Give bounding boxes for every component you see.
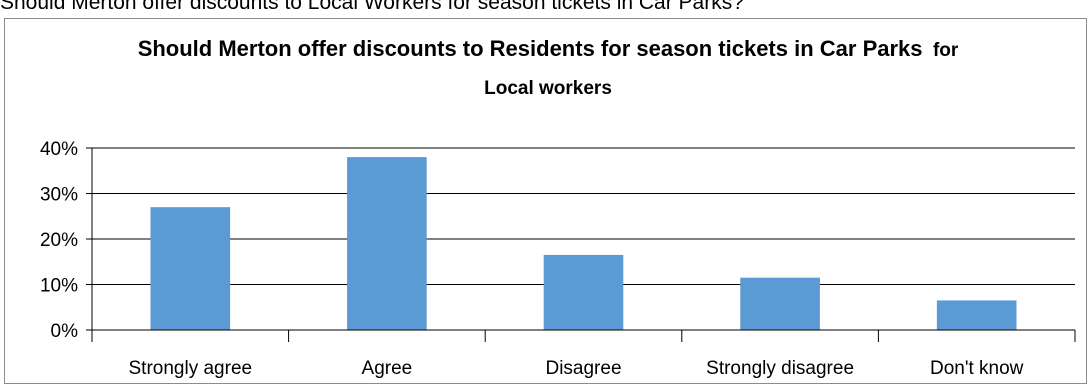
chart-title-line-2: Local workers xyxy=(484,78,612,99)
y-tick-labels: 0% 10% 20% 30% 40% xyxy=(40,139,78,342)
y-tick-label: 10% xyxy=(40,276,78,297)
bar-don-t-know xyxy=(936,300,1017,330)
chart-title-line-1: Should Merton offer discounts to Residen… xyxy=(138,36,959,61)
x-tick-label: Don't know xyxy=(930,358,1024,379)
bars xyxy=(150,157,1017,330)
x-tick-label: Agree xyxy=(362,358,413,379)
bar-strongly-disagree xyxy=(740,277,820,330)
bar-disagree xyxy=(543,254,624,330)
bar-strongly-agree xyxy=(150,207,231,330)
axes xyxy=(86,147,1076,342)
x-tick-label: Strongly agree xyxy=(129,358,253,379)
y-tick-label: 0% xyxy=(51,321,79,342)
y-tick-label: 40% xyxy=(40,139,78,160)
y-tick-label: 30% xyxy=(40,185,78,206)
question-heading: Should Merton offer discounts to Local W… xyxy=(0,0,744,14)
x-tick-label: Disagree xyxy=(545,358,621,379)
x-tick-label: Strongly disagree xyxy=(706,358,854,379)
bar-agree xyxy=(347,157,427,330)
y-tick-label: 20% xyxy=(40,230,78,251)
x-tick-labels: Strongly agree Agree Disagree Strongly disa… xyxy=(129,358,1024,379)
